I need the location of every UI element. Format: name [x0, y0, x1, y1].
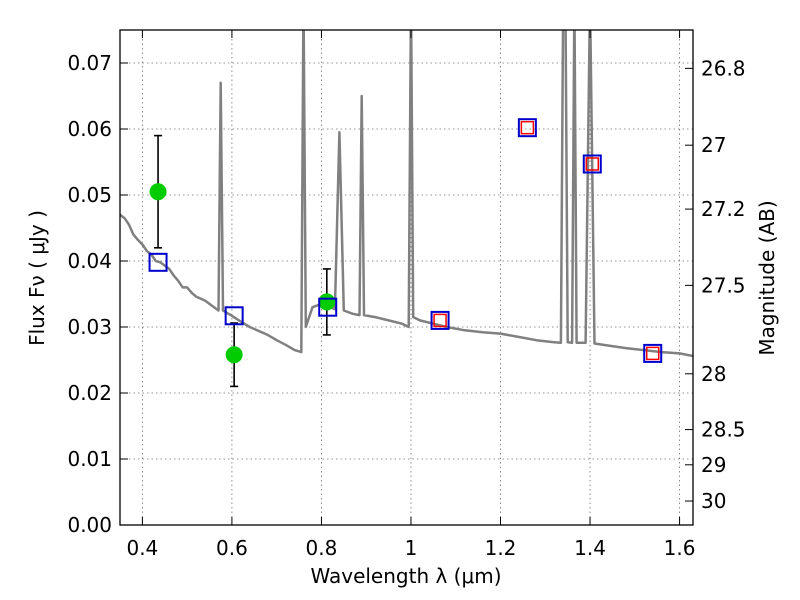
- data-layer: [120, 30, 693, 388]
- model-band-flux-marker: [582, 154, 602, 174]
- predicted-band-marker: [433, 313, 447, 328]
- observed-flux-point: [318, 293, 336, 311]
- predicted-band-marker: [645, 346, 660, 361]
- y2-axis-title: Magnitude (AB): [755, 200, 779, 355]
- y-tick-label: 0.07: [67, 51, 112, 75]
- y2-tick-label: 27.2: [701, 197, 746, 221]
- y-tick-label: 0.06: [67, 117, 112, 141]
- y-tick-label: 0.02: [67, 381, 112, 405]
- x-tick-label: 0.6: [216, 536, 248, 560]
- model-band-flux-marker: [318, 297, 338, 317]
- x-tick-label: 0.4: [126, 536, 158, 560]
- y2-tick-label: 26.8: [701, 56, 746, 80]
- y2-tick-label: 27: [701, 133, 726, 157]
- predicted-band-marker: [585, 157, 600, 171]
- x-tick-label: 1.2: [485, 536, 517, 560]
- observed-flux-point: [225, 346, 243, 364]
- x-tick-label: 1: [405, 536, 418, 560]
- plot-frame: [119, 29, 694, 526]
- predicted-band-marker: [520, 120, 535, 135]
- y-tick-label: 0.03: [67, 315, 112, 339]
- y2-tick-label: 30: [701, 489, 726, 513]
- y2-tick-label: 28.5: [701, 418, 746, 442]
- x-tick-label: 1.4: [574, 536, 606, 560]
- y2-tick-label: 27.5: [701, 273, 746, 297]
- x-tick-label: 0.8: [306, 536, 338, 560]
- y-tick-label: 0.00: [67, 513, 112, 537]
- y-tick-label: 0.05: [67, 183, 112, 207]
- plot-background: [120, 30, 693, 525]
- tick-labels: 0.4 0.6 0.8 1 1.2 1.4 1.6 0.00 0.01 0.02 0.03 0.04 0…: [67, 51, 745, 560]
- y2-tick-label: 28: [701, 362, 726, 386]
- model-band-flux-marker: [643, 343, 663, 363]
- x-tick-label: 1.6: [664, 536, 696, 560]
- y-tick-label: 0.01: [67, 447, 112, 471]
- tick-marks: [120, 30, 693, 526]
- model-band-flux-marker: [430, 310, 450, 330]
- model-band-flux-marker: [517, 118, 537, 138]
- y2-tick-label: 29: [701, 453, 726, 477]
- y-tick-label: 0.04: [67, 249, 112, 273]
- model-band-flux-marker: [224, 306, 244, 326]
- observed-flux-point: [149, 183, 167, 201]
- x-axis-title: Wavelength λ (μm): [310, 564, 501, 588]
- model-band-flux-marker: [148, 252, 168, 272]
- y-axis-title: Flux Fν ( μJy ): [25, 210, 49, 346]
